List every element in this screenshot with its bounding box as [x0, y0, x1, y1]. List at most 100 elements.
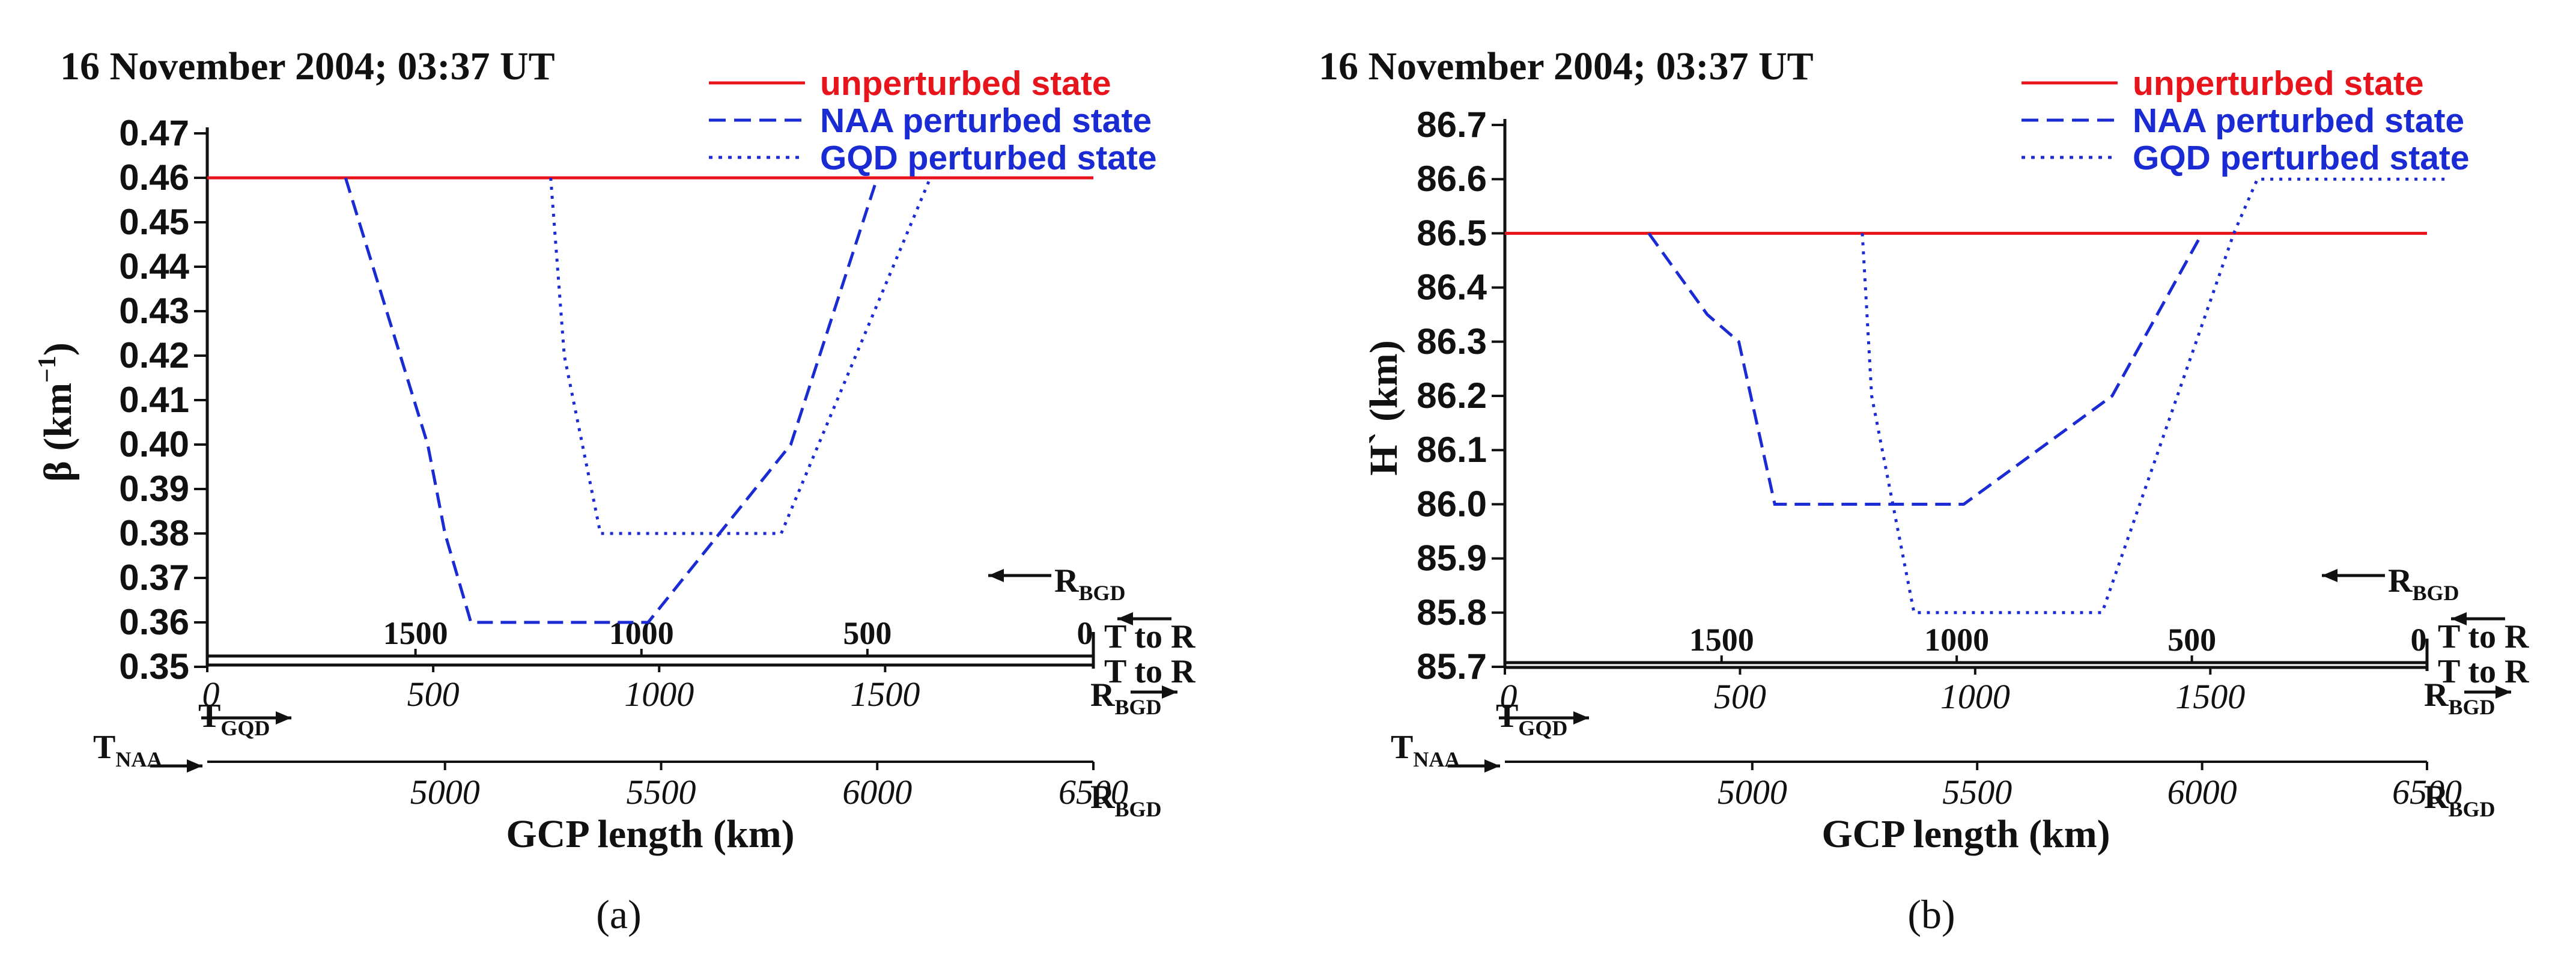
y-tick-label: 85.7 [1417, 646, 1487, 687]
r-bgd-label-top-letter: R [1054, 562, 1079, 600]
gqd-tick-label: 1000 [1940, 677, 2010, 716]
gqd-tick-label: 500 [407, 675, 460, 714]
legend-label-unperturbed: unperturbed state [820, 64, 1111, 103]
r-bgd-label-mid-letter: R [1090, 676, 1115, 714]
y-tick-label: 0.40 [119, 424, 189, 464]
y-tick-label: 86.2 [1417, 375, 1487, 416]
bgd-tick-label: 500 [843, 615, 892, 651]
bgd-tick-label: 1500 [383, 615, 448, 651]
r-bgd-label-mid: RBGD [2424, 676, 2495, 719]
naa-tick-label: 6000 [842, 773, 912, 812]
naa-tick-label: 5500 [626, 773, 696, 812]
y-tick-label: 86.7 [1417, 105, 1487, 145]
naa-tick-label: 6000 [2167, 773, 2237, 812]
r-bgd-label-bottom-letter: R [2424, 779, 2449, 816]
legend-label-naa: NAA perturbed state [820, 102, 1152, 140]
y-axis-label-main: H` (km) [1362, 340, 1406, 475]
y-tick-label: 0.38 [119, 513, 189, 553]
t-naa-arrow-head [187, 759, 202, 773]
gqd-tick-label: 0 [1500, 677, 1517, 716]
legend-label-gqd: GQD perturbed state [2133, 139, 2470, 177]
r-bgd-label-top-subscript: BGD [1078, 581, 1125, 605]
t-to-r-label-lower: T to R [2438, 653, 2529, 690]
r-bgd-label-bottom-subscript: BGD [2448, 797, 2495, 821]
r-bgd-arrow-head [2322, 569, 2338, 582]
series-naa-line [344, 177, 879, 624]
y-tick-label: 86.6 [1417, 159, 1487, 199]
chart-title: 16 November 2004; 03:37 UT [60, 44, 555, 88]
t-gqd-arrow-head [1573, 711, 1589, 725]
y-tick-label: 0.39 [119, 469, 189, 509]
panel-b: 16 November 2004; 03:37 UT unperturbed st… [1319, 44, 2529, 937]
y-axis-label: H` (km) [1362, 340, 1406, 475]
r-bgd-label-bottom-subscript: BGD [1114, 797, 1161, 821]
panel-a: 16 November 2004; 03:37 UT unperturbed st… [34, 44, 1195, 937]
y-tick-label: 0.45 [119, 202, 189, 242]
y-axis-label-close: ) [36, 342, 80, 356]
y-tick-label: 86.4 [1417, 267, 1487, 308]
r-bgd-label-top: RBGD [1054, 562, 1125, 605]
bgd-tick-label: 1000 [609, 615, 674, 651]
y-tick-label: 0.35 [119, 646, 189, 687]
r-bgd-label-mid: RBGD [1090, 676, 1161, 719]
gqd-tick-label: 1500 [850, 675, 920, 714]
bgd-tick-label: 0 [1077, 615, 1093, 651]
y-tick-label: 0.44 [119, 246, 189, 287]
y-tick-label: 0.36 [119, 602, 189, 642]
chart-title: 16 November 2004; 03:37 UT [1319, 44, 1814, 88]
series-gqd-line [549, 177, 932, 535]
r-bgd-arrow-head [988, 569, 1004, 582]
t-gqd-arrow-head [276, 711, 291, 725]
t-to-r-label-upper: T to R [2438, 618, 2529, 655]
r-bgd-label-top-subscript: BGD [2412, 581, 2459, 605]
t-naa-arrow-head [1484, 759, 1500, 773]
y-tick-label: 0.42 [119, 335, 189, 375]
x-axis-label: GCP length (km) [1821, 812, 2110, 856]
y-tick-label: 0.37 [119, 557, 189, 598]
t-naa-label-subscript: NAA [115, 747, 162, 771]
y-tick-label: 86.3 [1417, 321, 1487, 362]
naa-tick-label: 6500 [2392, 773, 2462, 812]
t-to-r-label-lower: T to R [1104, 653, 1195, 690]
y-tick-label: 85.8 [1417, 592, 1487, 633]
y-tick-label: 0.41 [119, 380, 189, 420]
y-tick-label: 86.5 [1417, 213, 1487, 253]
legend-label-unperturbed: unperturbed state [2133, 64, 2424, 103]
naa-tick-label: 5000 [1718, 773, 1787, 812]
t-gqd-label-letter: T [198, 697, 220, 735]
r-bgd-label-bottom: RBGD [2424, 779, 2495, 821]
panel-label: (a) [596, 892, 641, 937]
bgd-tick-label: 0 [2411, 622, 2427, 658]
gqd-tick-label: 1500 [2175, 677, 2245, 716]
t-to-r-label-upper: T to R [1104, 618, 1195, 655]
r-bgd-label-mid-subscript: BGD [1114, 695, 1161, 719]
y-axis-label: β (km−1) [34, 342, 80, 482]
t-to-r-arrow-upper-head [2451, 612, 2467, 625]
naa-tick-label: 5000 [410, 773, 480, 812]
legend-label-gqd: GQD perturbed state [820, 139, 1157, 177]
t-naa-label-subscript: NAA [1413, 747, 1460, 771]
t-naa-label-letter: T [93, 729, 115, 766]
t-to-r-arrow-upper-head [1117, 612, 1133, 625]
bgd-tick-label: 1000 [1924, 622, 1989, 658]
y-tick-label: 0.43 [119, 291, 189, 331]
r-bgd-arrow-mid-head [2496, 685, 2511, 699]
y-tick-label: 0.47 [119, 113, 189, 153]
r-bgd-label-top-letter: R [2388, 562, 2413, 600]
r-bgd-label-bottom-letter: R [1090, 779, 1115, 816]
series-naa-line [1647, 232, 2204, 506]
t-gqd-label: TGQD [198, 697, 270, 740]
r-bgd-arrow-mid-head [1162, 685, 1177, 699]
bgd-tick-label: 1500 [1689, 622, 1754, 658]
y-tick-label: 86.0 [1417, 484, 1487, 524]
r-bgd-label-top: RBGD [2388, 562, 2459, 605]
t-gqd-label: TGQD [1496, 697, 1567, 740]
r-bgd-label-mid-subscript: BGD [2448, 695, 2495, 719]
panel-label: (b) [1907, 892, 1955, 937]
gqd-tick-label: 1000 [624, 675, 694, 714]
t-naa-label-letter: T [1391, 729, 1413, 766]
naa-tick-label: 6500 [1059, 773, 1128, 812]
gqd-tick-label: 500 [1714, 677, 1766, 716]
y-tick-label: 85.9 [1417, 538, 1487, 579]
